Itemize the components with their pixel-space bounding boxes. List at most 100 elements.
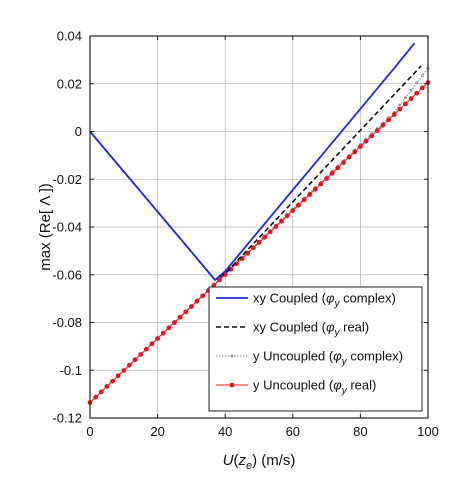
tick-labels: 0 20 40 60 80 100 0.04 0.02 0 -0.02 -0.04 -0.06 -0.0… [52,29,438,440]
y-tick-label: -0.04 [52,220,82,235]
series-4-marker [183,309,189,315]
tick-marks [89,35,429,419]
series-4-marker [391,112,397,117]
series-4-marker [189,304,194,309]
series-4-marker [403,101,408,107]
series-4-group [87,80,431,405]
series-4-marker [352,149,358,155]
series-4-marker [346,154,352,160]
legend-box [208,286,423,412]
legend-label-sub: y [341,357,348,368]
series-4-marker [149,341,155,347]
series-4-marker [155,336,161,341]
series-4-marker [380,122,386,128]
x-tick-label: 100 [417,424,439,439]
series-4-marker [414,90,420,96]
y-tick-label: 0.04 [57,29,82,44]
series-layer [87,42,431,405]
series-4-marker [419,85,425,91]
series-4-marker [256,240,262,245]
series-4-marker [172,320,177,325]
legend-label-sub: y [341,386,348,397]
series-4-marker [115,373,121,379]
series-4-marker [127,362,132,368]
series-4-marker [374,128,380,133]
y-tick-label: -0.02 [52,172,82,187]
series-4-marker [307,192,313,197]
legend-label-phi: φ [326,320,335,335]
series-4-marker [273,224,279,229]
y-tick-label: -0.12 [52,411,82,426]
x-axis-label-paren-close: ) [252,452,257,469]
legend-label-suffix: complex) [347,349,403,364]
series-4-marker [177,314,183,320]
legend-label-suffix: real) [347,378,377,393]
legend-label-prefix: y Uncoupled ( [253,378,334,393]
legend-label-suffix: real) [339,320,369,335]
series-4-marker [397,106,403,112]
x-axis-label-unit: (m/s) [257,452,295,469]
series-4-marker [138,352,144,357]
x-tick-label: 80 [353,424,367,439]
series-3-marker [415,81,419,85]
series-4-marker [386,117,391,123]
series-4-marker [93,394,99,400]
series-4-marker [143,346,149,352]
series-4-marker [408,96,414,101]
series-3-marker [404,96,407,100]
y-tick-label: -0.08 [52,315,82,330]
series-4-marker [250,245,256,251]
series-4-marker [284,213,290,219]
series-4-marker [279,218,284,224]
legend-label-1: xy Coupled (φy complex) [253,291,396,310]
legend-label-sub: y [333,328,340,339]
series-4-marker [194,298,200,304]
x-tick-label: 0 [86,424,93,439]
series-4-marker [166,325,172,331]
series-4-marker [296,202,301,208]
series-4-marker [104,384,110,389]
x-tick-label: 60 [286,424,300,439]
legend-label-phi: φ [326,291,335,306]
legend-label-phi: φ [333,349,342,364]
x-tick-label: 40 [218,424,232,439]
y-tick-label: -0.06 [52,267,82,282]
series-1-group [89,42,416,281]
series-4-marker [211,282,217,288]
series-4-marker [121,368,127,373]
legend-label-prefix: xy Coupled ( [253,320,327,335]
x-axis-label-var: z [237,452,246,469]
series-4-marker [335,165,341,171]
series-4-marker [262,234,268,240]
legend-label-3: y Uncoupled (φy complex) [253,349,403,368]
y-axis-label: max (Re[ Λ ]) [37,183,54,271]
series-4-marker [110,378,115,384]
series-4-marker [160,330,166,336]
series-4-marker [228,266,234,272]
series-4-marker [318,181,324,187]
legend-label-2: xy Coupled (φy real) [253,320,369,339]
legend-label-4: y Uncoupled (φy real) [253,378,376,397]
y-tick-label: 0.02 [57,76,82,91]
series-3-marker [420,74,424,78]
legend-marker-3 [230,354,234,358]
series-1-line [89,42,416,281]
y-tick-label: -0.1 [60,363,82,378]
series-4-marker [98,389,104,395]
series-4-marker [200,293,206,299]
series-4-marker [234,261,239,267]
series-4-marker [329,170,335,176]
y-tick-label: 0 [75,124,82,139]
x-axis-label-sub: e [246,460,252,472]
series-4-marker [217,277,222,283]
legend-label-prefix: xy Coupled ( [253,291,327,306]
legend-label-prefix: y Uncoupled ( [253,349,334,364]
series-4-marker [358,144,363,149]
legend: xy Coupled (φy complex)xy Coupled (φy re… [208,286,423,412]
legend-marker-4 [229,382,235,388]
series-4-marker [324,176,329,181]
series-3-marker [398,103,402,107]
series-4-marker [341,160,346,165]
series-4-marker [363,138,369,144]
